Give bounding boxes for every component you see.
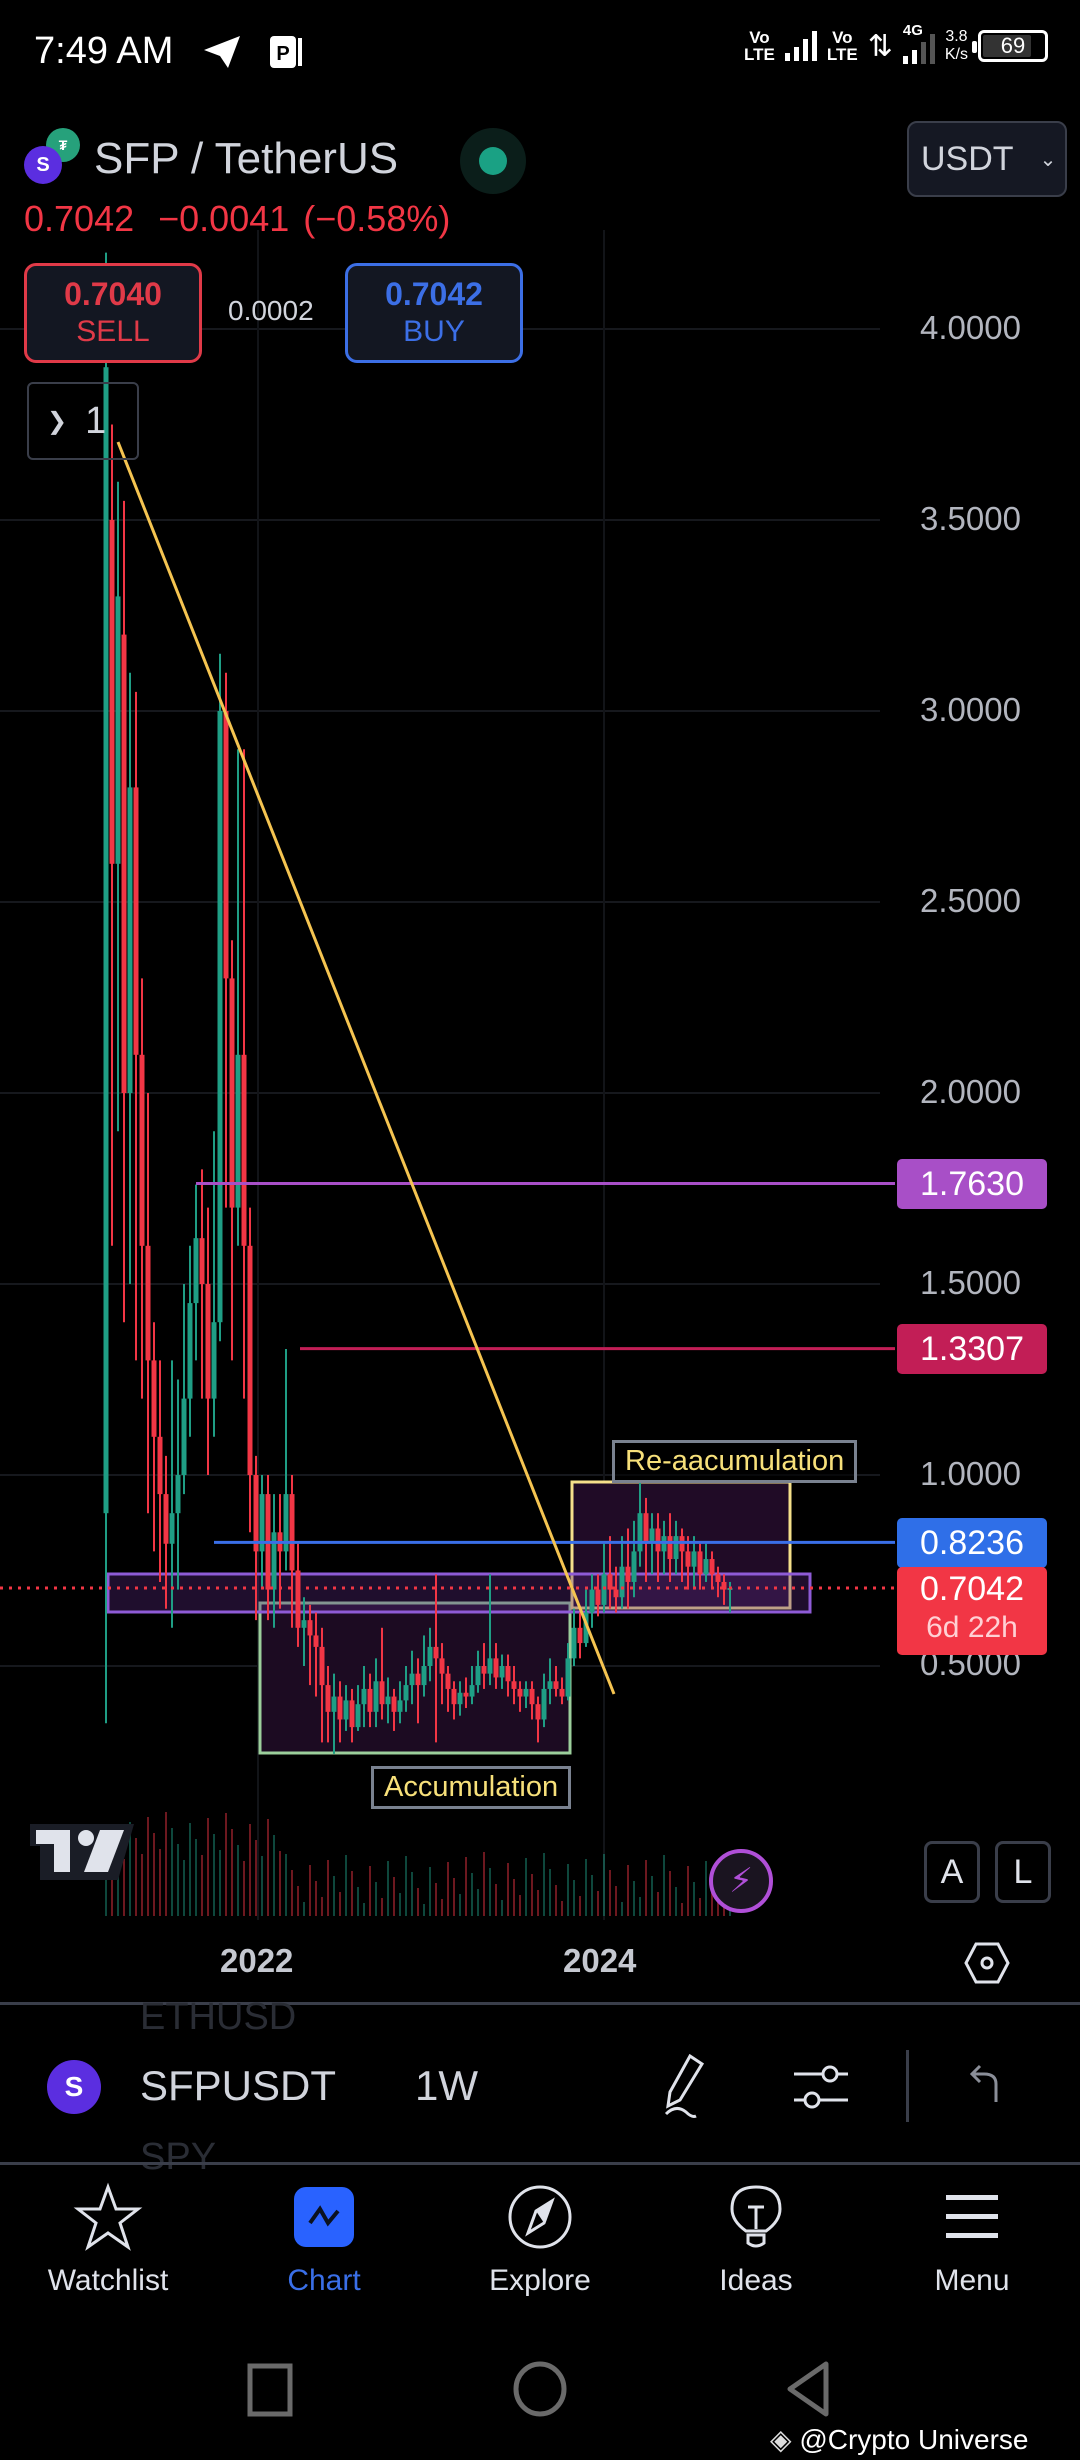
tradingview-logo-icon <box>30 1824 134 1880</box>
hamburger-icon <box>946 2195 998 2238</box>
nav-label: Watchlist <box>47 2264 169 2297</box>
accumulation-label[interactable]: Accumulation <box>371 1766 572 1809</box>
pair-title: SFP / TetherUS <box>94 134 399 183</box>
chevron-down-icon: ❯ <box>47 407 68 435</box>
system-nav-bar <box>0 2330 1080 2460</box>
chart-toolbar: ETHUSD S SFPUSDT 1W SPY <box>0 1996 1080 2178</box>
clock: 7:49 AM <box>34 30 174 72</box>
nav-ideas[interactable]: Ideas <box>648 2165 864 2305</box>
buy-button[interactable]: 0.7042 BUY <box>345 263 523 363</box>
price-chart[interactable] <box>0 110 1080 2000</box>
last-price: 0.7042 <box>24 198 135 239</box>
y-tick: 4.0000 <box>920 309 1021 346</box>
sell-price: 0.7040 <box>64 276 162 312</box>
toolbar-divider <box>0 2162 1080 2165</box>
chart-divider <box>0 2002 1080 2005</box>
nav-label: Explore <box>489 2264 591 2297</box>
sfp-logo-icon: S <box>24 146 62 184</box>
y-tick: 1.5000 <box>920 1264 1021 1301</box>
pair-logos: ₮ S <box>24 128 86 190</box>
star-icon <box>73 2182 143 2251</box>
toolbar-separator <box>906 2050 909 2122</box>
binance-logo-icon: ◈ <box>770 2424 792 2455</box>
current-price-tag: 0.7042 6d 22h <box>897 1567 1047 1655</box>
chevron-down-icon: ⌄ <box>1039 148 1057 171</box>
sell-button[interactable]: 0.7040 SELL <box>24 263 202 363</box>
nav-watchlist[interactable]: Watchlist <box>0 2165 216 2305</box>
nav-label: Menu <box>934 2264 1010 2297</box>
reaccumulation-label[interactable]: Re-aacumulation <box>612 1440 858 1483</box>
symbol-search-button[interactable]: SFPUSDT <box>140 2062 337 2109</box>
chart-icon <box>294 2187 354 2247</box>
buy-label: BUY <box>403 315 465 348</box>
data-transfer-icon: ⇅ <box>867 29 893 63</box>
drawing-tools-icon[interactable] <box>646 2050 716 2124</box>
compass-icon <box>508 2185 572 2249</box>
lightbulb-icon <box>730 2185 782 2248</box>
status-bar: 7:49 AM P Vo LTE Vo LTE ⇅ 4G 3.8 K/s 69 <box>0 0 1080 110</box>
y-tick: 2.0000 <box>920 1073 1021 1110</box>
volte-sim2-icon: Vo LTE <box>826 28 858 64</box>
signal-sim1-icon <box>784 31 817 61</box>
lightning-icon[interactable]: ⚡ <box>709 1849 773 1913</box>
back-button-icon[interactable] <box>784 2360 832 2418</box>
currency-value: USDT <box>921 139 1014 178</box>
y-tick: 3.0000 <box>920 691 1021 728</box>
status-icons: Vo LTE Vo LTE ⇅ 4G 3.8 K/s 69 <box>744 22 1048 64</box>
sfp-logo-icon: S <box>47 2060 101 2114</box>
indicators-count: 1 <box>85 399 107 442</box>
svg-text:P: P <box>276 43 289 65</box>
auto-scale-button[interactable]: A <box>924 1841 980 1903</box>
parking-app-icon: P <box>270 36 302 68</box>
y-tick: 1.0000 <box>920 1455 1021 1492</box>
x-tick: 2024 <box>563 1942 637 1979</box>
symbol-title[interactable]: ₮ S SFP / TetherUS <box>24 128 398 190</box>
nav-menu[interactable]: Menu <box>864 2165 1080 2305</box>
signal-sim2-icon: 4G <box>902 22 935 64</box>
recents-button-icon[interactable] <box>246 2362 294 2418</box>
nav-explore[interactable]: Explore <box>432 2165 648 2305</box>
currency-dropdown[interactable]: USDT ⌄ <box>907 121 1067 197</box>
interval-button[interactable]: 1W <box>415 2062 478 2109</box>
log-scale-button[interactable]: L <box>995 1841 1051 1903</box>
watermark: ◈ @Crypto Universe offi... <box>770 2424 1029 2460</box>
nav-label: Ideas <box>719 2264 793 2297</box>
network-speed: 3.8 K/s <box>944 28 968 63</box>
price-change-pct: (−0.58%) <box>303 198 451 239</box>
indicators-toggle-button[interactable]: ❯ 1 <box>27 382 139 460</box>
bottom-nav: Watchlist Chart Explore Ideas Menu <box>0 2165 1080 2305</box>
nav-chart[interactable]: Chart <box>216 2165 432 2305</box>
quote-line: 0.7042 −0.0041 (−0.58%) <box>24 198 464 240</box>
level-tag-08236[interactable]: 0.8236 <box>897 1518 1047 1568</box>
level-tag-1763[interactable]: 1.7630 <box>897 1159 1047 1209</box>
battery-icon: 69 <box>972 30 1048 62</box>
chart-settings-icon[interactable] <box>962 1938 1012 1988</box>
undo-icon[interactable] <box>956 2050 1026 2124</box>
current-price: 0.7042 <box>920 1570 1024 1608</box>
bar-countdown: 6d 22h <box>926 1611 1018 1644</box>
nav-label: Chart <box>287 2264 361 2297</box>
x-tick: 2022 <box>220 1942 294 1979</box>
home-button-icon[interactable] <box>512 2360 568 2418</box>
price-change: −0.0041 <box>158 198 290 239</box>
telegram-icon <box>204 36 240 68</box>
volte-sim1-icon: Vo LTE <box>744 28 775 64</box>
y-tick: 2.5000 <box>920 882 1021 919</box>
level-tag-13307[interactable]: 1.3307 <box>897 1324 1047 1374</box>
sell-label: SELL <box>76 315 150 348</box>
candlestick-canvas[interactable] <box>0 110 1080 2000</box>
indicators-sliders-icon[interactable] <box>786 2050 856 2124</box>
background-list-item: SPY <box>140 2136 217 2178</box>
background-list-item: ETHUSD <box>140 1996 297 2038</box>
buy-price: 0.7042 <box>385 276 483 312</box>
market-status-icon[interactable] <box>460 128 526 194</box>
y-tick: 3.5000 <box>920 500 1021 537</box>
spread-value: 0.0002 <box>228 295 314 326</box>
